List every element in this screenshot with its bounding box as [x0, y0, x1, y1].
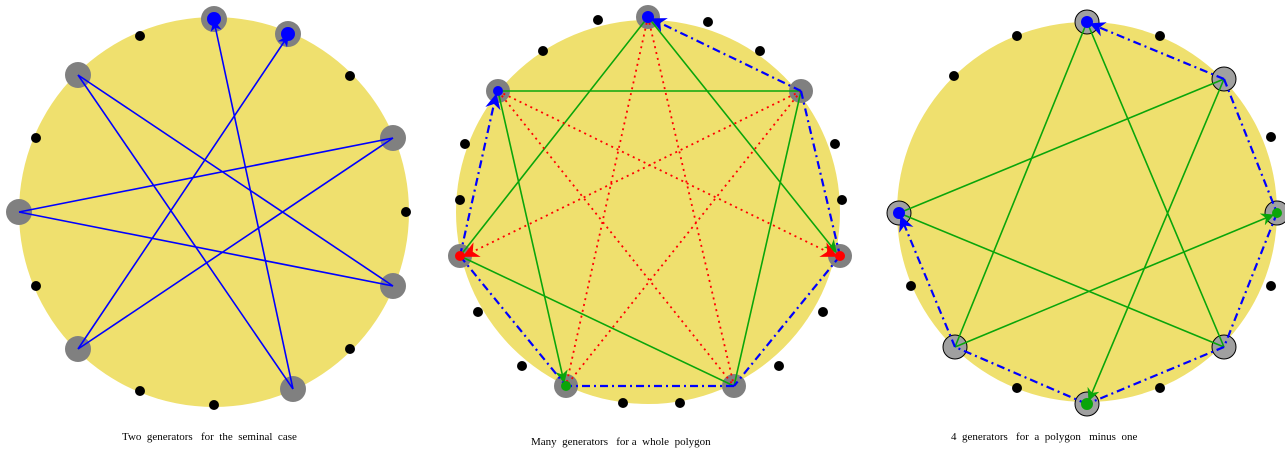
blue-perimeter	[899, 22, 1279, 406]
green-edges	[459, 16, 837, 387]
red-edges	[462, 16, 838, 387]
boundary-dots	[31, 31, 411, 410]
disk	[456, 20, 840, 404]
disk	[19, 17, 409, 407]
panel-polygon-minus-one	[886, 9, 1285, 417]
boundary-dots	[906, 31, 1276, 393]
green-edges	[898, 21, 1275, 402]
colored-endpoints	[455, 11, 845, 391]
caption-seminal: Two generators for the seminal case	[122, 431, 297, 443]
panel-whole-polygon	[448, 5, 852, 408]
disk	[897, 22, 1277, 402]
colored-endpoints	[893, 16, 1282, 410]
generator-edges	[18, 19, 394, 390]
panel-seminal	[6, 6, 411, 410]
caption-whole-polygon: Many generators for a whole polygon	[531, 436, 711, 448]
boundary-dots	[455, 15, 847, 408]
blue-perimeter	[458, 18, 842, 388]
blue-endpoints	[207, 12, 295, 41]
caption-polygon-minus-one: 4 generators for a polygon minus one	[951, 431, 1138, 443]
